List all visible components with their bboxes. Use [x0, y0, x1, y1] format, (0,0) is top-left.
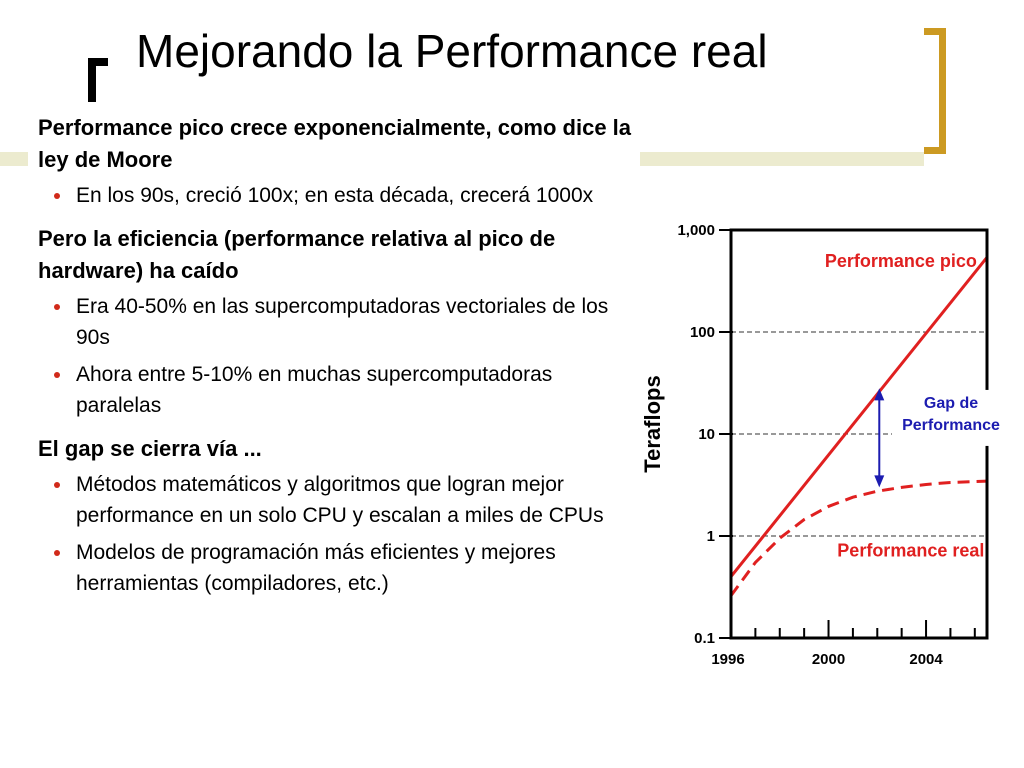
bullet-text: Métodos matemáticos y algoritmos que log… [76, 473, 604, 527]
gap-label-background [892, 389, 1008, 446]
bullet-item: Métodos matemáticos y algoritmos que log… [38, 469, 638, 531]
bullet-item: Modelos de programación más eficientes y… [38, 537, 638, 599]
series-line-real [729, 479, 988, 597]
series-label-real: Performance real [837, 540, 984, 560]
x-tick-label: 1996 [711, 651, 744, 668]
bullet-dot-icon [54, 304, 60, 310]
section-closing-gap: El gap se cierra vía ... Métodos matemát… [38, 433, 638, 599]
y-tick-label: 10 [698, 426, 715, 443]
bullet-item: Ahora entre 5-10% en muchas supercomputa… [38, 359, 638, 421]
decorative-bar-left [0, 152, 28, 166]
bullet-dot-icon [54, 482, 60, 488]
gap-arrow-head-up [874, 388, 885, 401]
y-tick-label: 0.1 [694, 630, 715, 647]
decorative-bar-right [640, 152, 924, 166]
y-axis-label: Teraflops [640, 375, 665, 472]
series-line-peak [729, 256, 989, 578]
x-tick-label: 2000 [812, 651, 845, 668]
slide-title: Mejorando la Performance real [136, 25, 768, 77]
bullet-text: Era 40-50% en las supercomputadoras vect… [76, 295, 609, 349]
bullet-item: Era 40-50% en las supercomputadoras vect… [38, 291, 638, 353]
gap-arrow-head-down [874, 475, 885, 488]
title-bracket-right [924, 28, 946, 154]
bullet-text: Modelos de programación más eficientes y… [76, 541, 556, 595]
bullet-dot-icon [54, 372, 60, 378]
section-heading: Pero la eficiencia (performance relativa… [38, 226, 556, 283]
x-tick-label: 2004 [909, 651, 943, 668]
section-peak-growth: Performance pico crece exponencialmente,… [38, 112, 638, 211]
gap-label-line: Performance [902, 417, 1000, 434]
gap-label-line: Gap de [924, 395, 978, 412]
bullet-text: En los 90s, creció 100x; en esta década,… [76, 184, 594, 207]
title-bracket-left [88, 58, 108, 102]
bullet-text: Ahora entre 5-10% en muchas supercomputa… [76, 363, 553, 417]
bullet-dot-icon [54, 193, 60, 199]
series-label-peak: Performance pico [825, 251, 977, 271]
section-heading: El gap se cierra vía ... [38, 436, 262, 461]
bullet-dot-icon [54, 550, 60, 556]
y-tick-label: 100 [690, 324, 715, 341]
slide-content: Performance pico crece exponencialmente,… [38, 112, 638, 611]
section-heading: Performance pico crece exponencialmente,… [38, 115, 632, 172]
y-tick-label: 1,000 [677, 222, 715, 239]
teraflops-chart: 0.1 1 10 100 1,000 1996 2000 2004 Performance pi… [640, 222, 1008, 668]
bullet-item: En los 90s, creció 100x; en esta década,… [38, 180, 638, 211]
y-tick-label: 1 [707, 528, 715, 545]
section-efficiency: Pero la eficiencia (performance relativa… [38, 223, 638, 421]
